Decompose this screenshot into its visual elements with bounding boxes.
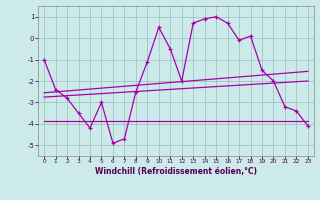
X-axis label: Windchill (Refroidissement éolien,°C): Windchill (Refroidissement éolien,°C) bbox=[95, 167, 257, 176]
